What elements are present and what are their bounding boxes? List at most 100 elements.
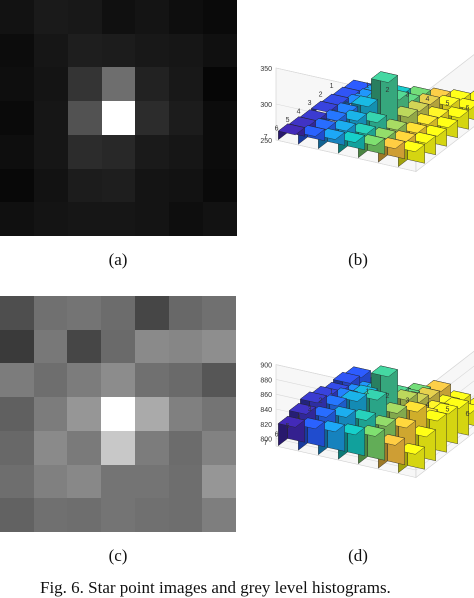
image-c-pixel-3-4 xyxy=(101,363,135,397)
z-tick-label: 900 xyxy=(260,363,272,370)
image-a-pixel-7-6 xyxy=(169,202,203,236)
image-c-pixel-6-1 xyxy=(0,465,34,499)
image-c-pixel-1-7 xyxy=(202,296,236,330)
image-c-pixel-2-5 xyxy=(135,330,169,364)
image-a-pixel-7-2 xyxy=(34,202,68,236)
image-a-pixel-7-1 xyxy=(0,202,34,236)
z-tick-label: 350 xyxy=(260,66,272,73)
y-tick-label: 3 xyxy=(308,100,312,107)
image-a-pixel-6-3 xyxy=(68,169,102,203)
image-a-pixel-6-7 xyxy=(203,169,237,203)
image-c-pixel-3-5 xyxy=(135,363,169,397)
image-a-pixel-6-1 xyxy=(0,169,34,203)
image-a-pixel-2-7 xyxy=(203,34,237,68)
image-c-pixel-7-1 xyxy=(0,498,34,532)
y-tick-label: 1 xyxy=(330,389,334,396)
image-c-pixel-1-3 xyxy=(67,296,101,330)
image-a-pixel-5-4 xyxy=(102,135,136,169)
image-c-pixel-6-6 xyxy=(169,465,203,499)
image-c-pixel-1-2 xyxy=(34,296,68,330)
star-image-c xyxy=(0,296,236,532)
image-a-pixel-5-2 xyxy=(34,135,68,169)
image-a-pixel-2-5 xyxy=(135,34,169,68)
z-tick-label: 300 xyxy=(260,102,272,109)
x-tick-label: 3 xyxy=(405,91,409,98)
image-c-pixel-2-3 xyxy=(67,330,101,364)
y-tick-label: 1 xyxy=(330,83,334,90)
image-c-pixel-5-3 xyxy=(67,431,101,465)
x-tick-label: 5 xyxy=(445,100,449,107)
image-a-pixel-3-2 xyxy=(34,67,68,101)
x-tick-label: 2 xyxy=(385,393,389,400)
z-tick-label: 840 xyxy=(260,407,272,414)
image-a-pixel-1-1 xyxy=(0,0,34,34)
image-c-pixel-3-6 xyxy=(169,363,203,397)
image-a-pixel-3-1 xyxy=(0,67,34,101)
image-c-pixel-6-5 xyxy=(135,465,169,499)
image-c-pixel-6-3 xyxy=(67,465,101,499)
x-tick-label: 5 xyxy=(445,406,449,413)
image-a-pixel-1-4 xyxy=(102,0,136,34)
image-c-pixel-4-3 xyxy=(67,397,101,431)
image-c-pixel-2-6 xyxy=(169,330,203,364)
image-c-pixel-3-2 xyxy=(34,363,68,397)
image-a-pixel-1-3 xyxy=(68,0,102,34)
y-tick-label: 2 xyxy=(319,92,323,99)
image-c-pixel-1-5 xyxy=(135,296,169,330)
x-tick-label: 1 xyxy=(365,388,369,395)
image-c-pixel-4-4 xyxy=(101,397,135,431)
image-c-pixel-2-2 xyxy=(34,330,68,364)
x-tick-label: 3 xyxy=(405,397,409,404)
image-a-pixel-7-4 xyxy=(102,202,136,236)
image-a-pixel-6-4 xyxy=(102,169,136,203)
image-a-pixel-2-2 xyxy=(34,34,68,68)
image-a-pixel-1-6 xyxy=(169,0,203,34)
image-a-pixel-4-1 xyxy=(0,101,34,135)
x-tick-label: 4 xyxy=(425,402,429,409)
image-a-pixel-2-1 xyxy=(0,34,34,68)
sublabel-a: (a) xyxy=(88,250,148,270)
image-a-pixel-4-5 xyxy=(135,101,169,135)
x-tick-label: 1 xyxy=(365,82,369,89)
z-tick-label: 820 xyxy=(260,422,272,429)
image-c-pixel-7-3 xyxy=(67,498,101,532)
image-c-pixel-3-3 xyxy=(67,363,101,397)
image-c-pixel-7-7 xyxy=(202,498,236,532)
image-a-pixel-5-7 xyxy=(203,135,237,169)
image-c-pixel-4-7 xyxy=(202,397,236,431)
image-a-pixel-5-3 xyxy=(68,135,102,169)
histogram-3d-b: 35030025012345671234567 xyxy=(240,28,474,238)
image-c-pixel-4-2 xyxy=(34,397,68,431)
image-c-pixel-5-4 xyxy=(101,431,135,465)
figure-caption: Fig. 6. Star point images and grey level… xyxy=(40,578,391,598)
z-tick-label: 860 xyxy=(260,392,272,399)
image-c-pixel-4-6 xyxy=(169,397,203,431)
y-tick-label: 4 xyxy=(297,109,301,116)
star-image-a xyxy=(0,0,237,236)
image-c-pixel-5-7 xyxy=(202,431,236,465)
image-c-pixel-5-5 xyxy=(135,431,169,465)
x-tick-label: 4 xyxy=(425,96,429,103)
image-c-pixel-6-4 xyxy=(101,465,135,499)
sublabel-d: (d) xyxy=(328,546,388,566)
y-tick-label: 6 xyxy=(275,432,279,439)
image-c-pixel-3-7 xyxy=(202,363,236,397)
image-c-pixel-5-6 xyxy=(169,431,203,465)
image-c-pixel-1-1 xyxy=(0,296,34,330)
image-c-pixel-6-2 xyxy=(34,465,68,499)
image-a-pixel-3-5 xyxy=(135,67,169,101)
image-a-pixel-3-7 xyxy=(203,67,237,101)
y-tick-label: 7 xyxy=(264,134,268,141)
image-c-pixel-7-5 xyxy=(135,498,169,532)
image-a-pixel-6-2 xyxy=(34,169,68,203)
image-c-pixel-2-4 xyxy=(101,330,135,364)
image-c-pixel-7-2 xyxy=(34,498,68,532)
image-a-pixel-3-6 xyxy=(169,67,203,101)
image-a-pixel-3-4 xyxy=(102,67,136,101)
image-a-pixel-4-3 xyxy=(68,101,102,135)
image-c-pixel-7-4 xyxy=(101,498,135,532)
image-a-pixel-2-3 xyxy=(68,34,102,68)
histogram-3d-d: 90088086084082080012345671234567 xyxy=(240,350,474,540)
image-a-pixel-6-6 xyxy=(169,169,203,203)
image-c-pixel-2-1 xyxy=(0,330,34,364)
